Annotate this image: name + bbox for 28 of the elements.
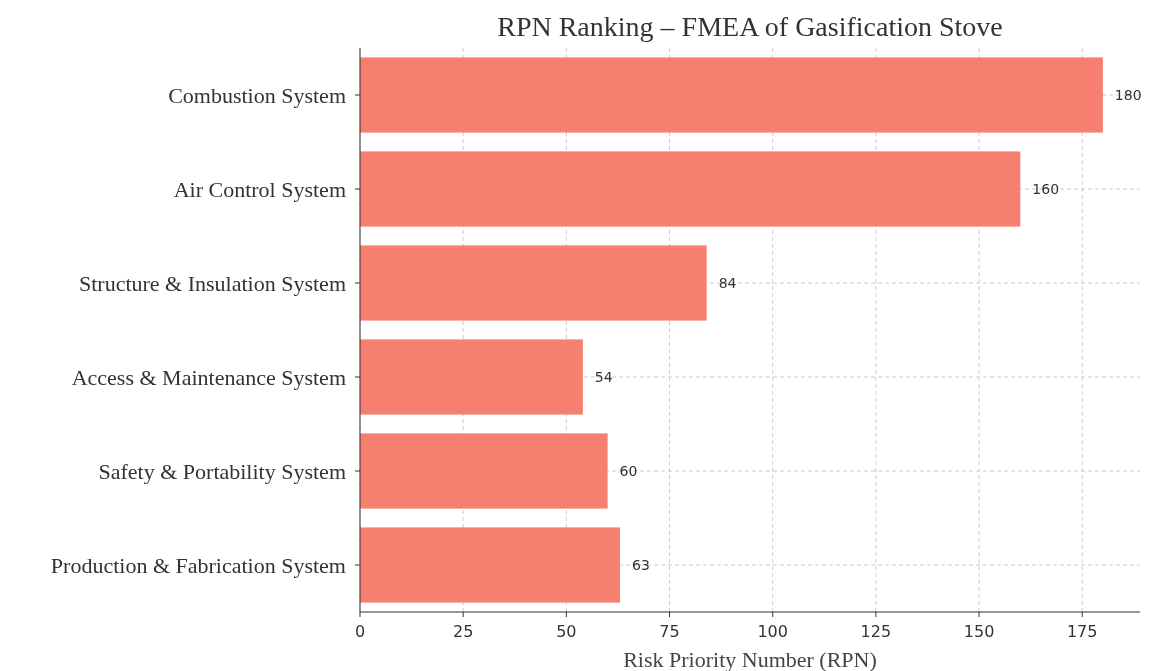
y-tick-label: Production & Fabrication System — [50, 552, 346, 578]
data-label: 84 — [718, 274, 737, 291]
bar — [360, 527, 620, 603]
data-label: 60 — [619, 462, 638, 479]
data-label: 63 — [632, 556, 650, 573]
bar — [360, 339, 583, 415]
bar — [360, 57, 1103, 133]
x-tick-label: 125 — [860, 622, 892, 641]
x-tick-label: 25 — [452, 622, 474, 641]
x-axis-title: Risk Priority Number (RPN) — [623, 647, 877, 671]
y-tick-label: Air Control System — [173, 176, 346, 202]
chart-title: RPN Ranking – FMEA of Gasification Stove — [497, 11, 1003, 42]
x-tick-label: 0 — [354, 622, 366, 641]
x-tick-label: 100 — [757, 622, 788, 641]
x-tick-label: 175 — [1066, 622, 1098, 641]
x-tick-label: 50 — [556, 622, 577, 641]
x-tick-label: 150 — [963, 622, 995, 641]
y-tick-label: Access & Maintenance System — [71, 364, 346, 390]
data-label: 180 — [1114, 86, 1142, 103]
data-label: 54 — [594, 368, 613, 385]
y-tick-label: Structure & Insulation System — [78, 270, 346, 296]
bar — [360, 433, 608, 509]
bar — [360, 245, 707, 321]
data-label: 160 — [1032, 180, 1060, 197]
y-tick-label: Safety & Portability System — [98, 458, 346, 484]
x-tick-label: 75 — [659, 622, 680, 641]
y-tick-label: Combustion System — [168, 82, 346, 108]
bar — [360, 151, 1021, 227]
